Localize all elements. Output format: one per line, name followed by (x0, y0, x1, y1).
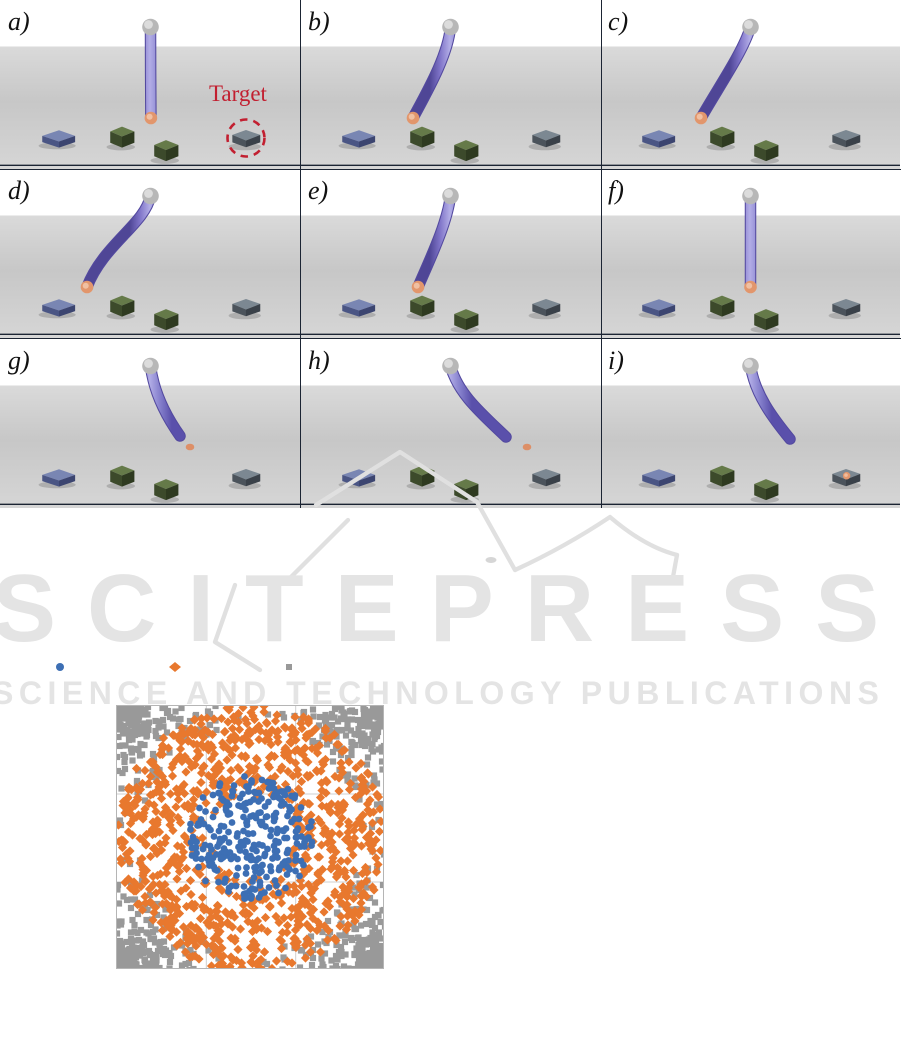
svg-text:e): e) (308, 176, 328, 205)
svg-text:d): d) (8, 176, 30, 205)
svg-text:f): f) (608, 176, 624, 205)
svg-text:Target: Target (209, 81, 268, 106)
svg-text:c): c) (608, 7, 628, 36)
svg-text:b): b) (308, 7, 330, 36)
svg-text:a): a) (8, 7, 30, 36)
